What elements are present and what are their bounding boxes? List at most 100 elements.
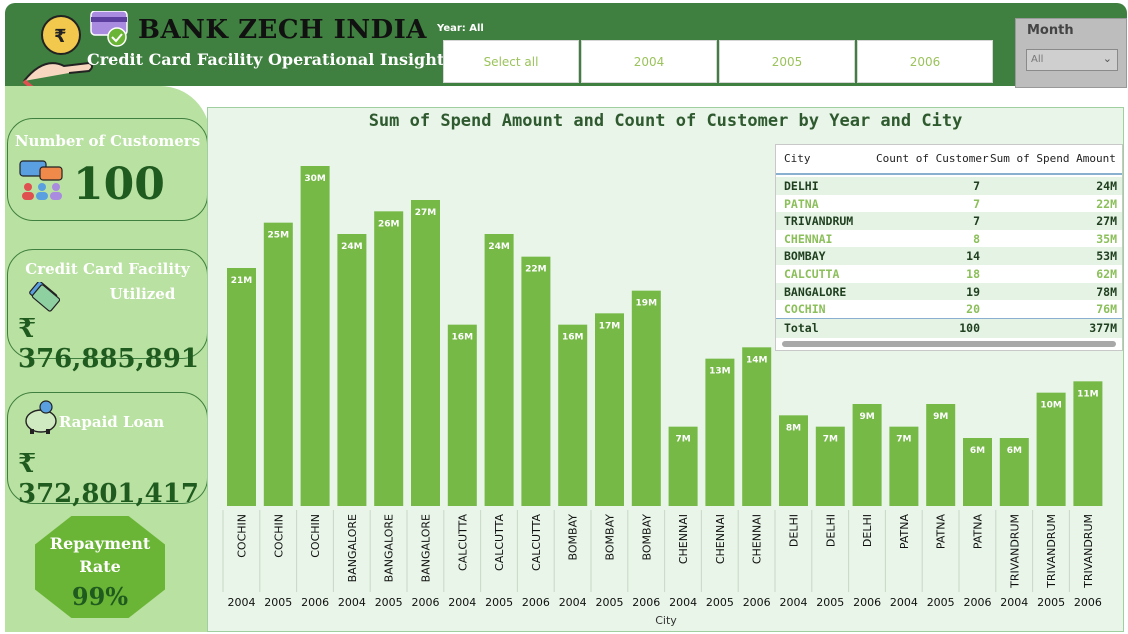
- bar-data-label: 17M: [599, 321, 621, 331]
- table-header-spend[interactable]: Sum of Spend Amount: [990, 152, 1116, 165]
- x-tick-city-label: COCHIN: [272, 514, 285, 558]
- table-cell-city: PATNA: [784, 196, 819, 211]
- chart-bar[interactable]: [484, 234, 514, 506]
- chart-bar[interactable]: [1073, 381, 1103, 506]
- x-tick-city-label: BOMBAY: [640, 514, 653, 561]
- chart-bar[interactable]: [926, 404, 956, 506]
- x-tick-city-label: BOMBAY: [567, 514, 580, 561]
- x-tick-year-label: 2004: [1000, 596, 1028, 609]
- chart-bar[interactable]: [300, 166, 330, 506]
- chart-bar[interactable]: [852, 404, 882, 506]
- x-tick-city-label: DELHI: [788, 514, 801, 547]
- customers-card: Number of Customers 100: [7, 118, 208, 221]
- table-row[interactable]: BANGALORE 19 78M: [776, 282, 1122, 301]
- year-filter-label: Year: All: [437, 23, 484, 34]
- report-subtitle: Credit Card Facility Operational Insight: [87, 50, 445, 69]
- bar-data-label: 14M: [746, 355, 768, 365]
- x-tick-year-label: 2004: [559, 596, 587, 609]
- utilized-card-title: Credit Card Facility: [25, 260, 190, 278]
- table-header-city[interactable]: City: [784, 152, 811, 165]
- chart-bar[interactable]: [447, 324, 477, 506]
- x-tick-city-label: BANGALORE: [346, 514, 359, 582]
- table-row[interactable]: DELHI 7 24M: [776, 177, 1122, 195]
- total-spend: 377M: [1089, 321, 1117, 335]
- x-tick-year-label: 2006: [964, 596, 992, 609]
- city-summary-table[interactable]: City Count of Customer Sum of Spend Amou…: [775, 144, 1123, 351]
- x-tick-city-label: PATNA: [935, 514, 948, 550]
- chart-bar[interactable]: [889, 426, 919, 506]
- table-cell-count: 8: [973, 231, 980, 246]
- x-tick-city-label: CALCUTTA: [456, 514, 469, 571]
- x-tick-city-label: TRIVANDRUM: [1082, 514, 1095, 589]
- chart-bar[interactable]: [963, 438, 992, 506]
- table-row[interactable]: CALCUTTA 18 62M: [776, 265, 1122, 283]
- x-tick-year-label: 2005: [375, 596, 403, 609]
- table-row[interactable]: PATNA 7 22M: [776, 195, 1122, 213]
- chart-bar[interactable]: [705, 358, 735, 506]
- utilized-value: ₹ 376,885,891: [18, 314, 199, 374]
- table-header-count[interactable]: Count of Customer: [876, 152, 989, 165]
- customers-value: 100: [73, 159, 165, 210]
- month-filter: Month All ⌄: [1015, 18, 1127, 88]
- table-row[interactable]: TRIVANDRUM 7 27M: [776, 212, 1122, 230]
- table-total-row: Total 100 377M: [776, 318, 1122, 338]
- year-button-2004[interactable]: 2004: [581, 40, 717, 83]
- chart-bar[interactable]: [521, 256, 551, 506]
- table-cell-count: 20: [966, 302, 980, 317]
- year-button-2005[interactable]: 2005: [719, 40, 855, 83]
- chart-bar[interactable]: [779, 415, 808, 506]
- table-cell-city: TRIVANDRUM: [784, 214, 854, 229]
- chart-bar[interactable]: [815, 426, 845, 506]
- table-horizontal-scrollbar[interactable]: [782, 341, 1116, 347]
- chart-bar[interactable]: [595, 313, 624, 506]
- x-tick-city-label: COCHIN: [236, 514, 249, 558]
- bar-data-label: 26M: [378, 219, 400, 229]
- bar-data-label: 25M: [268, 231, 290, 241]
- chart-bar[interactable]: [999, 438, 1029, 506]
- table-cell-count: 7: [973, 179, 980, 193]
- bar-data-label: 7M: [896, 435, 911, 445]
- utilized-card: Credit Card Facility Utilized ₹ 376,885,…: [7, 249, 208, 374]
- table-cell-spend: 78M: [1096, 284, 1117, 299]
- bar-data-label: 27M: [415, 208, 437, 218]
- chart-bar[interactable]: [558, 324, 588, 506]
- table-cell-city: COCHIN: [784, 302, 826, 317]
- chart-bar[interactable]: [411, 200, 440, 506]
- chart-bar[interactable]: [631, 290, 661, 506]
- table-row[interactable]: COCHIN 20 76M: [776, 300, 1122, 318]
- bar-data-label: 22M: [525, 265, 547, 275]
- x-tick-year-label: 2004: [669, 596, 697, 609]
- chart-bar[interactable]: [668, 426, 698, 506]
- bar-data-label: 21M: [231, 276, 253, 286]
- svg-text:₹: ₹: [54, 26, 67, 47]
- table-header: City Count of Customer Sum of Spend Amou…: [776, 145, 1122, 175]
- x-tick-year-label: 2005: [596, 596, 624, 609]
- table-row[interactable]: CHENNAI 8 35M: [776, 230, 1122, 248]
- month-dropdown[interactable]: All ⌄: [1026, 49, 1118, 71]
- chart-bar[interactable]: [1036, 392, 1066, 506]
- table-cell-spend: 53M: [1096, 249, 1117, 264]
- x-tick-year-label: 2005: [706, 596, 734, 609]
- bar-data-label: 6M: [1007, 446, 1022, 456]
- chart-bar[interactable]: [337, 234, 367, 506]
- chart-bar[interactable]: [374, 211, 404, 506]
- x-tick-city-label: BANGALORE: [383, 514, 396, 582]
- bar-data-label: 24M: [488, 242, 510, 252]
- x-tick-year-label: 2005: [927, 596, 955, 609]
- x-tick-year-label: 2006: [632, 596, 660, 609]
- year-button-select-all[interactable]: Select all: [443, 40, 579, 83]
- table-cell-count: 18: [966, 267, 980, 281]
- chart-bar[interactable]: [263, 222, 293, 506]
- month-filter-label: Month: [1027, 23, 1074, 38]
- bar-data-label: 16M: [562, 333, 584, 343]
- bar-data-label: 6M: [970, 446, 985, 456]
- chart-bar[interactable]: [227, 268, 256, 506]
- bar-data-label: 7M: [675, 435, 690, 445]
- x-tick-city-label: CHENNAI: [714, 514, 727, 564]
- table-cell-spend: 76M: [1096, 302, 1117, 317]
- table-cell-spend: 22M: [1096, 196, 1117, 211]
- table-row[interactable]: BOMBAY 14 53M: [776, 247, 1122, 265]
- year-button-2006[interactable]: 2006: [857, 40, 993, 83]
- bar-data-label: 30M: [304, 174, 326, 184]
- chart-bar[interactable]: [742, 347, 772, 506]
